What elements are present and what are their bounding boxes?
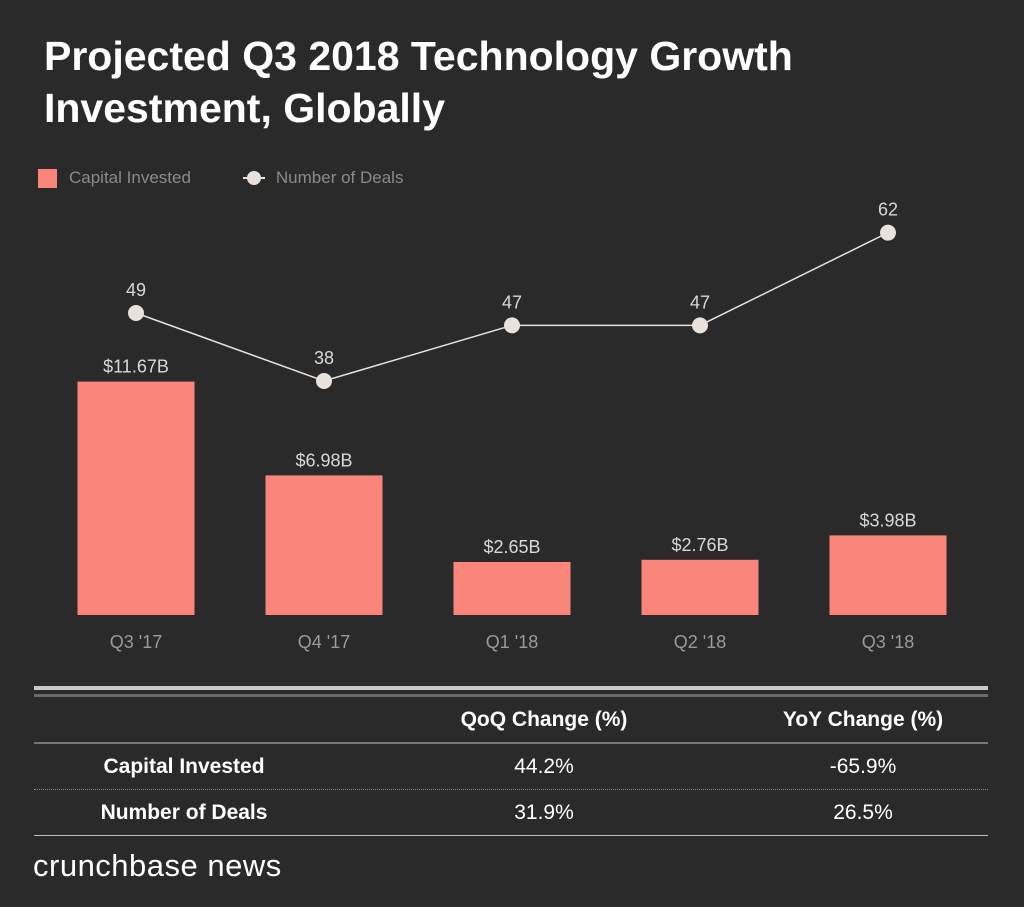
cell: 31.9% [514,800,574,824]
cell: 44.2% [514,754,574,778]
bar-value-label: $2.76B [671,535,728,555]
deals-point [692,317,708,334]
x-tick-label: Q2 '18 [674,632,726,652]
table-row: Number of Deals 31.9% 26.5% [34,790,988,836]
row-label: Capital Invested [103,754,265,778]
chart-title: Projected Q3 2018 Technology Growth Inve… [44,33,793,131]
deals-point [504,317,520,334]
cell: -65.9% [829,754,897,778]
legend-label-deals: Number of Deals [275,168,404,187]
legend-label-capital: Capital Invested [69,168,191,187]
x-tick-label: Q3 '17 [110,632,162,652]
deals-value-label: 49 [126,280,146,300]
legend: Capital Invested Number of Deals [38,168,403,188]
table-top-rule-2 [34,694,988,697]
bar-value-label: $2.65B [483,537,540,557]
bar [829,535,947,615]
bar [453,562,571,615]
change-table: QoQ Change (%) YoY Change (%) Capital In… [34,686,988,836]
x-tick-label: Q4 '17 [298,632,350,652]
header-cell: QoQ Change (%) [460,707,628,731]
table-header-row: QoQ Change (%) YoY Change (%) [34,697,988,744]
table-row: Capital Invested 44.2% -65.9% [34,744,988,790]
table-top-rule [34,686,988,690]
deals-point [316,372,332,389]
chart-area: $11.67B Q3 '17 $6.98B Q4 '17 $2.65B Q1 '18 $2.… [77,200,947,652]
bar [77,381,195,615]
deals-point [880,224,896,241]
bar-value-label: $6.98B [295,450,352,470]
bar-value-label: $3.98B [859,510,916,530]
bar [265,475,383,615]
x-tick-label: Q1 '18 [486,632,538,652]
row-label: Number of Deals [100,800,268,824]
bar-value-label: $11.67B [103,357,169,377]
deals-value-label: 47 [502,292,522,312]
bar [641,559,759,615]
deals-point [128,305,144,321]
legend-marker-deals [242,171,265,185]
x-tick-label: Q3 '18 [862,632,914,652]
crunchbase-news-logo: crunchbase news [33,848,282,883]
deals-value-label: 62 [878,200,898,220]
header-cell: YoY Change (%) [782,707,944,731]
cell: 26.5% [833,800,893,824]
deals-value-label: 38 [314,348,334,368]
legend-swatch-capital [38,168,57,188]
deals-value-label: 47 [690,292,710,312]
